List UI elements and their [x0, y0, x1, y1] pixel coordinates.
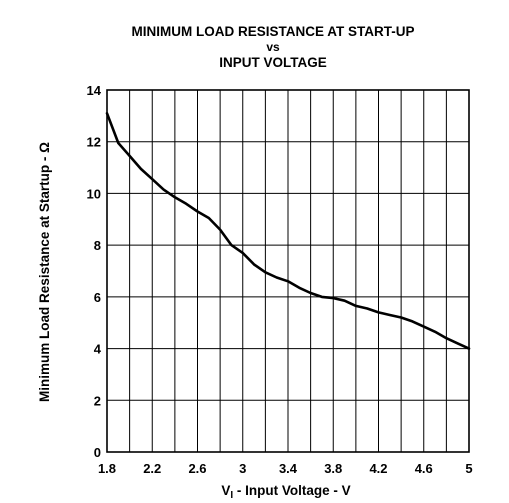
y-tick-label: 10	[87, 186, 101, 201]
x-tick-label: 3.4	[279, 461, 298, 476]
grid-lines	[107, 90, 469, 452]
x-tick-label: 4.2	[369, 461, 387, 476]
x-tick-label: 2.6	[188, 461, 206, 476]
y-tick-label: 14	[87, 83, 102, 98]
plot-frame	[106, 89, 470, 453]
x-tick-label: 4.6	[415, 461, 433, 476]
y-tick-label: 4	[94, 342, 102, 357]
x-tick-label: 2.2	[143, 461, 161, 476]
chart-title-line-2: vs	[266, 40, 280, 54]
chart-title-line-3: INPUT VOLTAGE	[219, 55, 327, 70]
x-tick-labels: 1.8 2.2 2.6 3 3.4 3.8 4.2 4.6 5	[98, 461, 473, 476]
chart-title-line-1: MINIMUM LOAD RESISTANCE AT START-UP	[131, 24, 415, 39]
y-tick-labels: 0 2 4 6 8 10 12 14	[87, 83, 102, 460]
y-axis-label: Minimum Load Resistance at Startup - Ω	[37, 142, 52, 402]
y-tick-label: 6	[94, 290, 101, 305]
x-tick-label: 1.8	[98, 461, 116, 476]
series-line	[105, 112, 471, 350]
y-tick-label: 0	[94, 445, 101, 460]
x-tick-label: 3	[239, 461, 246, 476]
y-tick-label: 2	[94, 393, 101, 408]
x-tick-label: 5	[465, 461, 472, 476]
y-tick-label: 12	[87, 135, 101, 150]
x-tick-label: 3.8	[324, 461, 342, 476]
y-tick-label: 8	[94, 238, 101, 253]
x-axis-label: VI - Input Voltage - V	[221, 483, 350, 501]
